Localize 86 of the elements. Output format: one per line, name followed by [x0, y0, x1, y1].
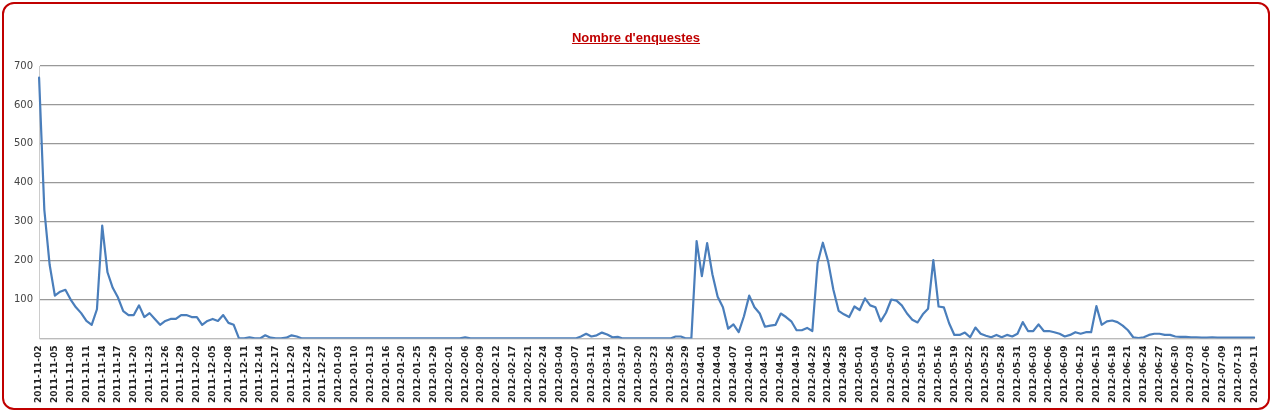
x-tick-label: 2012-03-20: [633, 345, 644, 404]
x-tick-label: 2012-05-19: [948, 345, 959, 404]
x-tick-label: 2012-04-25: [822, 345, 833, 404]
x-tick-label: 2011-11-08: [64, 345, 75, 404]
x-tick-label: 2012-02-21: [522, 345, 533, 404]
x-tick-label: 2012-06-09: [1059, 345, 1070, 404]
y-tick-label: 300: [13, 215, 34, 227]
x-tick-label: 2011-12-14: [254, 345, 265, 404]
x-tick-label: 2012-03-07: [569, 345, 580, 404]
x-tick-label: 2012-04-04: [712, 345, 722, 404]
x-tick-label: 2012-02-24: [538, 345, 549, 404]
x-tick-label: 2012-06-30: [1169, 345, 1180, 404]
x-tick-label: 2011-11-14: [96, 345, 107, 404]
x-tick-label: 2012-03-04: [554, 345, 565, 404]
x-tick-label: 2012-03-14: [601, 345, 612, 404]
x-tick-label: 2011-11-05: [49, 345, 60, 404]
x-tick-label: 2012-04-13: [759, 345, 770, 404]
x-tick-label: 2012-06-06: [1043, 345, 1054, 404]
x-tick-label: 2012-03-23: [648, 345, 659, 404]
y-tick-label: 100: [13, 293, 34, 305]
x-tick-label: 2012-01-16: [380, 345, 391, 404]
x-tick-label: 2012-05-01: [854, 345, 865, 404]
x-tick-label: 2012-04-01: [696, 345, 707, 404]
x-tick-label: 2012-05-13: [917, 345, 928, 404]
x-tick-label: 2012-06-15: [1090, 345, 1101, 404]
x-tick-label: 2012-06-24: [1138, 345, 1149, 404]
x-tick-label: 2011-12-17: [270, 345, 281, 404]
x-tick-label: 2012-05-16: [932, 345, 943, 404]
x-tick-label: 2012-06-21: [1122, 345, 1133, 404]
x-tick-label: 2012-01-29: [427, 345, 438, 404]
x-tick-label: 2012-03-29: [680, 345, 691, 404]
x-tick-label: 2012-02-01: [443, 345, 454, 404]
x-tick-label: 2012-06-03: [1027, 345, 1038, 404]
y-tick-label: 600: [13, 98, 34, 110]
x-tick-label: 2012-02-17: [506, 345, 517, 404]
y-tick-label: 200: [13, 254, 34, 266]
x-tick-label: 2012-04-10: [743, 345, 754, 404]
x-tick-label: 2011-11-20: [128, 345, 139, 404]
y-tick-label: 500: [13, 137, 34, 149]
x-tick-label: 2012-07-03: [1185, 345, 1196, 404]
x-tick-label: 2012-05-07: [885, 345, 896, 404]
x-tick-label: 2011-11-02: [33, 345, 44, 404]
x-tick-label: 2012-07-09: [1216, 345, 1227, 404]
x-tick-label: 2012-05-10: [901, 345, 912, 404]
x-tick-label: 2012-02-12: [491, 345, 502, 404]
x-tick-label: 2011-12-24: [301, 345, 312, 404]
x-tick-label: 2012-06-18: [1106, 345, 1117, 404]
x-tick-label: 2011-12-08: [222, 345, 233, 404]
x-tick-label: 2012-02-06: [459, 345, 470, 404]
x-tick-label: 2012-05-04: [869, 345, 880, 404]
x-tick-label: 2011-11-11: [80, 345, 91, 404]
x-tick-label: 2011-11-17: [112, 345, 123, 404]
x-tick-label: 2012-09-11: [1248, 345, 1259, 404]
x-tick-label: 2012-04-16: [775, 345, 786, 404]
x-tick-label: 2012-06-12: [1074, 345, 1085, 404]
y-tick-label: 700: [13, 59, 34, 71]
x-tick-label: 2012-01-20: [396, 345, 407, 404]
x-tick-label: 2012-05-25: [980, 345, 991, 404]
x-tick-label: 2011-12-02: [191, 345, 202, 404]
x-tick-label: 2012-01-10: [349, 345, 360, 404]
x-tick-label: 2012-02-09: [475, 345, 486, 404]
x-tick-label: 2012-04-07: [727, 345, 738, 404]
x-tick-label: 2012-01-03: [333, 345, 344, 404]
x-tick-label: 2012-05-28: [996, 345, 1007, 404]
x-tick-label: 2011-12-05: [207, 345, 218, 404]
x-tick-label: 2011-12-27: [317, 345, 328, 404]
x-tick-label: 2011-12-20: [285, 345, 296, 404]
x-tick-label: 2011-11-23: [143, 345, 154, 404]
x-tick-label: 2011-12-11: [238, 345, 249, 404]
x-tick-label: 2012-07-06: [1201, 345, 1212, 404]
x-tick-label: 2012-05-31: [1011, 345, 1022, 404]
x-tick-label: 2012-06-27: [1153, 345, 1164, 404]
x-tick-label: 2012-04-19: [790, 345, 801, 404]
x-tick-label: 2012-01-25: [412, 345, 423, 404]
x-tick-label: 2012-05-22: [964, 345, 975, 404]
x-tick-label: 2012-03-26: [664, 345, 675, 404]
x-tick-label: 2012-04-28: [838, 345, 849, 404]
x-tick-label: 2012-04-22: [806, 345, 817, 404]
x-tick-label: 2012-07-13: [1232, 345, 1243, 404]
y-tick-label: 400: [13, 176, 34, 188]
x-tick-label: 2012-03-11: [585, 345, 596, 404]
x-tick-label: 2011-11-29: [175, 345, 186, 404]
chart-title: Nombre d'enquestes: [570, 30, 702, 45]
x-tick-label: 2011-11-26: [159, 345, 170, 404]
x-tick-label: 2012-01-13: [364, 345, 375, 404]
x-tick-label: 2012-03-17: [617, 345, 628, 404]
